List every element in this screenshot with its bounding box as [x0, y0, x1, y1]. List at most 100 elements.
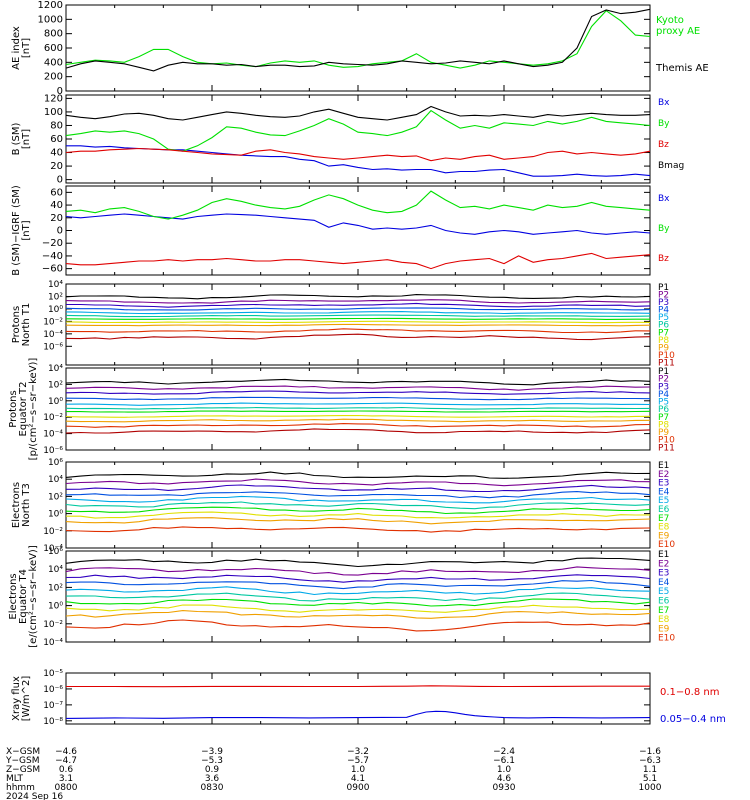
ytick-label-bigrf: 0: [57, 226, 63, 237]
series-line-en3-E8: [66, 511, 651, 519]
legend-label-ee4: E3: [658, 569, 669, 579]
series-line-pe2-P9: [65, 418, 651, 423]
legend-label-pn1: P1: [658, 283, 669, 293]
ephemeris-value-xgsm: −1.6: [639, 747, 661, 757]
legend-label-xray: 0.1−0.8 nm: [660, 687, 719, 698]
legend-label-ee4: E9: [658, 624, 670, 634]
ephemeris-value-zgsm: 0.6: [59, 765, 74, 775]
series-line-bigrf-By: [65, 190, 651, 220]
ylabel-bsm: [nT]: [21, 129, 32, 149]
series-line-pn1-P6: [65, 314, 651, 318]
ephemeris-value-ygsm: −6.1: [493, 756, 515, 766]
ephemeris-value-mlt: 4.1: [351, 774, 365, 784]
ephemeris-value-mlt: 3.1: [59, 774, 73, 784]
ytick-label-ee4: 10⁴: [48, 565, 63, 575]
ytick-label-xray: 10⁻⁷: [43, 701, 63, 711]
ytick-label-pe2: 10⁻⁴: [43, 430, 63, 440]
ytick-label-bigrf: 60: [50, 187, 63, 198]
ytick-label-pn1: 10²: [48, 292, 63, 302]
ylabel-pe2: Equator T2: [18, 382, 29, 437]
legend-label-en3: E5: [658, 496, 669, 506]
series-line-ee4-E10: [65, 619, 651, 632]
legend-label-en3: E4: [658, 487, 670, 497]
series-line-ae-Kyoto-proxy-AE: [65, 9, 651, 69]
ylabel-en3: North T3: [21, 483, 32, 527]
legend-label-pe2: P5: [658, 398, 669, 408]
series-line-bigrf-Bx: [65, 213, 651, 235]
legend-label-bigrf: Bx: [658, 194, 670, 204]
legend-label-ee4: E8: [658, 615, 670, 625]
panel-frame-ae: [65, 4, 651, 92]
legend-label-en3: E6: [658, 505, 670, 515]
ephemeris-value-mlt: 5.1: [643, 774, 657, 784]
ephemeris-value-ygsm: −6.3: [639, 756, 661, 766]
series-line-en3-E4: [65, 491, 651, 499]
ytick-label-en3: 10⁰: [48, 510, 63, 520]
ytick-label-ae: 1000: [38, 14, 63, 25]
legend-label-en3: E10: [658, 540, 675, 550]
ephemeris-value-hhmm: 0830: [201, 783, 224, 793]
series-line-pn1-P1: [65, 294, 651, 300]
ytick-label-pn1: 10⁻⁴: [43, 330, 63, 340]
date-label: 2024 Sep 16: [6, 792, 63, 800]
ytick-label-bigrf: −60: [42, 264, 63, 275]
legend-label-bsm: Bz: [658, 140, 669, 150]
legend-label-pe2: P8: [658, 420, 669, 430]
ephemeris-value-ygsm: −5.7: [347, 756, 369, 766]
series-line-pn1-P4: [65, 307, 651, 311]
legend-label-pe2: P4: [658, 390, 669, 400]
ylabel-ee4: Electrons: [8, 573, 19, 619]
ylabel-pe2: [p/(cm²−s−sr−keV)]: [28, 358, 39, 461]
legend-label-en3: E3: [658, 479, 669, 489]
series-line-en3-E1: [65, 471, 651, 479]
ytick-label-ae: 600: [44, 43, 63, 54]
series-line-ee4-E5: [65, 586, 651, 596]
legend-label-pe2: P7: [658, 413, 669, 423]
legend-label-pe2: P9: [658, 428, 669, 438]
ytick-label-bsm: 40: [50, 148, 63, 159]
ephemeris-value-hhmm: 0900: [347, 783, 370, 793]
legend-label-pe2: P3: [658, 382, 669, 392]
ylabel-ee4: [e/(cm²−s−sr−keV)]: [28, 545, 39, 648]
ylabel-ee4: Equator T4: [18, 569, 29, 624]
series-line-en3-E3: [65, 484, 651, 493]
series-line-ee4-E4: [65, 579, 651, 590]
series-line-en3-E9: [65, 517, 651, 525]
ytick-label-ee4: 10⁻⁴: [43, 638, 63, 648]
series-line-pe2-P3: [65, 390, 651, 395]
series-line-pe2-P6: [65, 406, 651, 410]
series-line-bsm-Bmag: [65, 105, 651, 121]
ylabel-xray: Xray flux: [11, 676, 22, 721]
ytick-label-en3: 10⁻⁴: [43, 544, 63, 554]
ephemeris-value-ygsm: −4.7: [55, 756, 77, 766]
legend-label-ae: Themis AE: [655, 63, 709, 74]
legend-label-ee4: E2: [658, 559, 669, 569]
series-line-pn1-P11: [65, 333, 651, 341]
ytick-label-ee4: 10⁻²: [43, 620, 63, 630]
series-line-ee4-E8: [65, 604, 651, 613]
ytick-label-ee4: 10⁰: [48, 602, 63, 612]
ylabel-pn1: North T1: [21, 303, 32, 347]
ylabel-ae: AE index: [11, 26, 22, 70]
legend-label-pn1: P8: [658, 336, 669, 346]
ytick-label-ae: 400: [44, 57, 63, 68]
ylabel-bigrf: [nT]: [21, 220, 32, 240]
ytick-label-bsm: 80: [50, 120, 63, 131]
legend-label-ee4: E5: [658, 587, 669, 597]
ytick-label-bsm: 20: [50, 161, 63, 172]
legend-label-pe2: P10: [658, 436, 675, 446]
ytick-label-pn1: 10⁻⁶: [43, 342, 63, 352]
series-line-pe2-P7: [66, 410, 651, 413]
series-line-ae-Themis-AE: [65, 8, 651, 72]
ytick-label-en3: 10²: [48, 492, 63, 502]
ytick-label-bsm: 0: [57, 175, 63, 186]
ephemeris-value-xgsm: −3.2: [347, 747, 369, 757]
ytick-label-ae: 200: [44, 72, 63, 83]
series-line-pn1-P8: [65, 320, 651, 324]
legend-label-bsm: By: [658, 119, 670, 129]
ylabel-pn1: Protons: [11, 306, 22, 343]
legend-label-pn1: P3: [658, 298, 669, 308]
series-line-bsm-By: [65, 109, 651, 152]
